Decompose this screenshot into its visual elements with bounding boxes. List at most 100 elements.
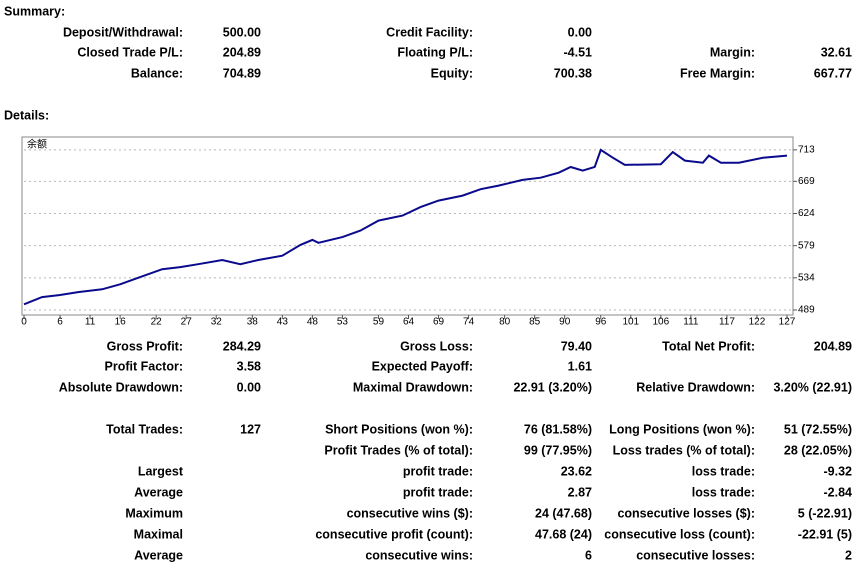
x-tick-label: 127 <box>779 317 796 328</box>
value: 51 (72.55%) <box>784 422 852 436</box>
label: consecutive losses ($): <box>617 506 755 520</box>
value: 127 <box>240 422 261 436</box>
label: Floating P/L: <box>397 45 473 59</box>
x-tick-label: 43 <box>277 317 289 328</box>
label: loss trade: <box>692 485 755 499</box>
label: Maximum <box>125 506 183 520</box>
value: 28 (22.05%) <box>784 443 852 457</box>
label: Short Positions (won %): <box>325 422 473 436</box>
balance-line <box>23 148 788 306</box>
x-tick-label: 69 <box>433 317 445 328</box>
value: 3.58 <box>237 359 261 373</box>
value: 6 <box>585 548 592 562</box>
label: Deposit/Withdrawal: <box>63 25 183 39</box>
value: 3.20% (22.91) <box>773 380 852 394</box>
x-tick-label: 27 <box>181 317 193 328</box>
value: -4.51 <box>564 45 593 59</box>
label: Credit Facility: <box>386 25 473 39</box>
value: 0.00 <box>237 380 261 394</box>
x-tick-label: 90 <box>559 317 571 328</box>
label: Total Trades: <box>106 422 183 436</box>
x-tick-label: 32 <box>211 317 223 328</box>
label: consecutive wins ($): <box>347 506 473 520</box>
value: 704.89 <box>223 66 261 80</box>
x-tick-label: 122 <box>749 317 766 328</box>
label: loss trade: <box>692 464 755 478</box>
label: consecutive loss (count): <box>604 527 755 541</box>
label: Absolute Drawdown: <box>59 380 183 394</box>
x-tick-label: 85 <box>529 317 541 328</box>
x-tick-label: 96 <box>595 317 607 328</box>
x-tick-label: 6 <box>57 317 63 328</box>
label: consecutive losses: <box>636 548 755 562</box>
label: Maximal <box>134 527 183 541</box>
value: 284.29 <box>223 339 261 353</box>
value: 5 (-22.91) <box>798 506 852 520</box>
value: 47.68 (24) <box>535 527 592 541</box>
label: Margin: <box>710 45 755 59</box>
value: 667.77 <box>814 66 852 80</box>
chart-label: 余额 <box>27 138 47 151</box>
x-tick-label: 106 <box>652 317 669 328</box>
value: 76 (81.58%) <box>524 422 592 436</box>
value: 204.89 <box>223 45 261 59</box>
value: 99 (77.95%) <box>524 443 592 457</box>
value: 22.91 (3.20%) <box>513 380 592 394</box>
value: -9.32 <box>824 464 853 478</box>
y-tick-label: 579 <box>798 240 815 251</box>
label: Maximal Drawdown: <box>353 380 473 394</box>
label: profit trade: <box>403 464 473 478</box>
y-tick-label: 669 <box>798 176 815 187</box>
value: 1.61 <box>568 359 592 373</box>
label: Equity: <box>431 66 473 80</box>
value: 24 (47.68) <box>535 506 592 520</box>
label: profit trade: <box>403 485 473 499</box>
value: 204.89 <box>814 339 852 353</box>
label: Gross Profit: <box>107 339 183 353</box>
label: Balance: <box>131 66 183 80</box>
x-tick-label: 53 <box>337 317 349 328</box>
x-tick-label: 74 <box>463 317 475 328</box>
label: Long Positions (won %): <box>609 422 755 436</box>
x-tick-label: 16 <box>115 317 127 328</box>
value: 700.38 <box>554 66 592 80</box>
label: Profit Factor: <box>105 359 183 373</box>
x-tick-label: 64 <box>403 317 415 328</box>
y-tick-label: 534 <box>798 272 815 283</box>
value: 500.00 <box>223 25 261 39</box>
details-title: Details: <box>4 108 49 122</box>
label: consecutive wins: <box>365 548 473 562</box>
label: Closed Trade P/L: <box>77 45 183 59</box>
label: Average <box>134 548 183 562</box>
value: 32.61 <box>821 45 852 59</box>
chart-frame <box>21 136 794 316</box>
x-tick-label: 117 <box>719 317 735 328</box>
x-tick-label: 59 <box>373 317 385 328</box>
label: Gross Loss: <box>400 339 473 353</box>
summary-title: Summary: <box>4 4 65 18</box>
label: Expected Payoff: <box>372 359 473 373</box>
x-tick-label: 11 <box>85 317 96 328</box>
y-tick-label: 489 <box>798 305 815 316</box>
value: 2 <box>845 548 852 562</box>
y-tick-label: 624 <box>798 208 815 219</box>
value: -2.84 <box>824 485 853 499</box>
x-tick-label: 38 <box>247 317 259 328</box>
value: 0.00 <box>568 25 592 39</box>
label: Profit Trades (% of total): <box>324 443 473 457</box>
label: Loss trades (% of total): <box>613 443 755 457</box>
x-tick-label: 48 <box>307 317 319 328</box>
x-tick-label: 22 <box>151 317 163 328</box>
label: Relative Drawdown: <box>636 380 755 394</box>
label: Total Net Profit: <box>662 339 755 353</box>
value: 23.62 <box>561 464 592 478</box>
x-tick-label: 80 <box>499 317 511 328</box>
x-tick-label: 111 <box>683 317 699 328</box>
label: Average <box>134 485 183 499</box>
label: consecutive profit (count): <box>315 527 473 541</box>
value: 79.40 <box>561 339 592 353</box>
x-tick-label: 0 <box>21 317 27 328</box>
y-tick-label: 713 <box>798 145 815 156</box>
value: 2.87 <box>568 485 592 499</box>
